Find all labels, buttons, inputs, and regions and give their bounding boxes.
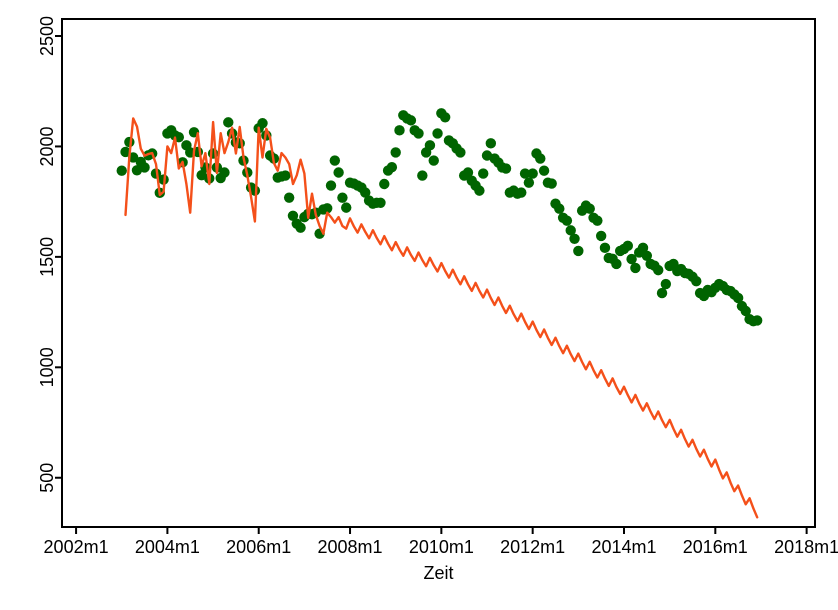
data-point [337,192,348,203]
data-point [379,178,390,190]
data-point [523,177,535,188]
x-tick-label: 2018m1 [774,537,838,557]
data-point [386,162,398,173]
data-point [417,170,428,181]
y-tick-label: 500 [37,463,57,493]
data-point [428,155,439,166]
x-tick-label: 2004m1 [135,537,200,557]
data-point [584,203,595,214]
data-point [653,264,664,276]
x-tick-label: 2014m1 [591,537,656,557]
data-point [462,167,474,178]
data-point [592,215,603,226]
data-point [740,305,751,317]
plot-box-border [61,18,816,528]
data-point [595,230,607,242]
data-point [455,147,466,158]
data-point [599,242,611,254]
data-point [611,258,622,270]
data-point [656,287,668,299]
x-tick-label: 2008m1 [318,537,383,557]
data-point [691,275,702,287]
data-point [280,170,291,181]
data-point [139,162,150,173]
x-tick-label: 2012m1 [500,537,565,557]
data-point [546,178,557,189]
data-point [413,128,424,139]
data-point [295,222,306,233]
y-tick-label: 2000 [37,126,57,166]
x-tick-label: 2010m1 [409,537,474,557]
data-point [569,233,580,244]
x-axis: 2002m1 2004m1 2006m1 2008m1 2010m1 2012m1 2014… [44,527,838,583]
data-point [219,167,230,178]
x-tick-label: 2016m1 [683,537,748,557]
data-point [732,292,744,304]
y-tick-label: 1500 [37,237,57,277]
data-point [322,203,333,214]
data-point [527,168,538,179]
data-point [538,165,550,176]
data-point [485,138,497,149]
x-axis-title: Zeit [423,563,453,583]
data-point [630,262,641,274]
data-point [116,165,127,176]
data-point [424,140,436,151]
data-point [283,192,295,203]
data-point [439,112,451,123]
data-point [478,168,489,179]
data-point [333,167,344,178]
data-point [500,163,512,174]
data-point [405,115,417,126]
data-point [561,215,573,226]
line-path [124,117,759,519]
data-point [637,242,649,254]
data-point [329,155,341,166]
data-point [641,250,653,261]
x-tick-label: 2006m1 [226,537,291,557]
data-point [622,240,633,252]
data-point [573,245,584,257]
data-point [626,253,637,265]
data-point [257,118,268,129]
data-point [249,185,261,196]
data-point [565,225,576,236]
x-tick-label: 2002m1 [44,537,109,557]
y-tick-label: 2500 [37,16,57,56]
data-point [519,168,531,179]
data-point [325,180,337,191]
orange-line [124,117,759,519]
data-point [660,278,672,290]
data-point [120,146,131,158]
data-point [432,128,443,139]
data-point [516,187,527,198]
y-axis: 500 1000 1500 2000 2500 [37,16,62,493]
data-point [341,202,352,213]
data-point [360,187,371,198]
data-point [394,125,405,136]
green-dots [116,108,763,327]
data-point [375,197,386,208]
data-point [474,185,485,196]
y-tick-label: 1000 [37,347,57,387]
data-point [751,315,763,326]
data-point [287,210,299,221]
data-point [535,153,546,164]
data-point [223,117,234,128]
data-point [554,203,565,214]
data-point [390,147,401,158]
